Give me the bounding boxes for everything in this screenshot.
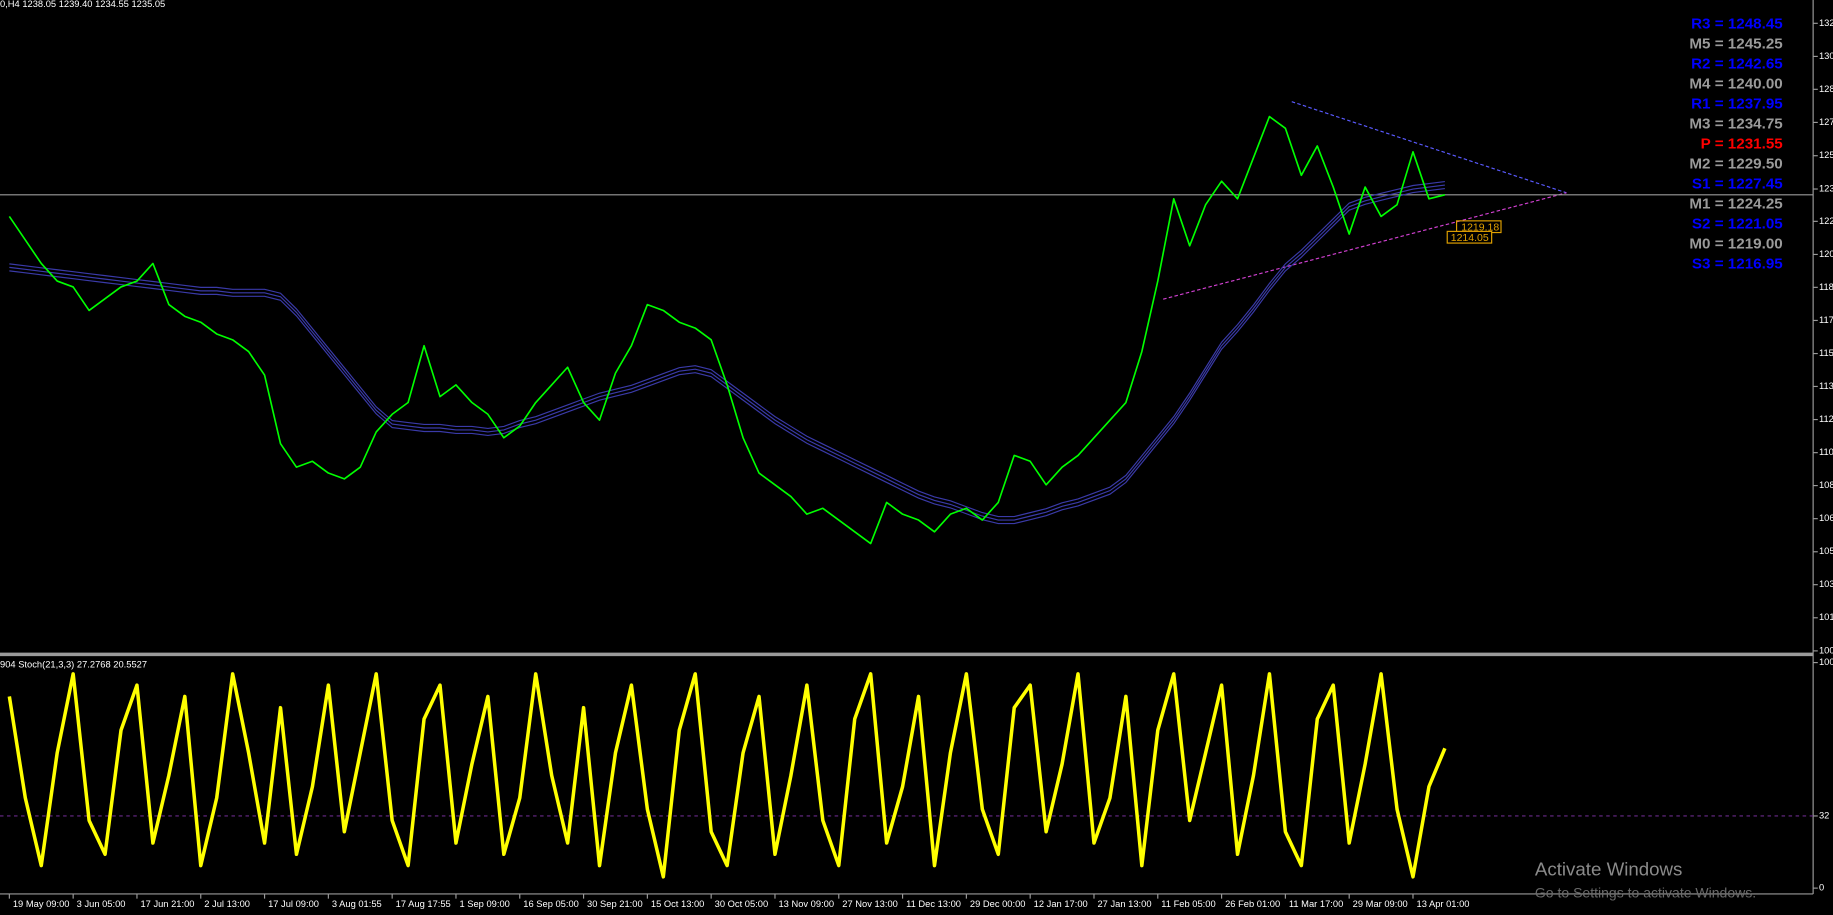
x-tick-label: 27 Jan 13:00: [1097, 899, 1151, 909]
x-tick-label: 12 Jan 17:00: [1034, 899, 1088, 909]
x-tick-label: 3 Jun 05:00: [77, 899, 126, 909]
x-tick-label: 11 Mar 17:00: [1289, 899, 1343, 909]
pivot-label: R1 = 1237.95: [1691, 95, 1783, 112]
x-tick-label: 11 Dec 13:00: [906, 899, 961, 909]
price-tag: [1446, 230, 1493, 244]
x-tick-label: 17 Jul 09:00: [268, 899, 319, 909]
y-tick-label: 108: [1819, 480, 1833, 490]
x-tick-label: 11 Feb 05:00: [1161, 899, 1215, 909]
x-tick-label: 29 Dec 00:00: [970, 899, 1026, 909]
moving-average: [9, 181, 1445, 518]
y-tick-label: 125: [1819, 150, 1833, 160]
y-tick-label: 117: [1819, 315, 1833, 325]
pivot-label: S1 = 1227.45: [1692, 175, 1783, 192]
x-tick-label: 15 Oct 13:00: [651, 899, 705, 909]
x-tick-label: 13 Apr 01:00: [1416, 899, 1469, 909]
x-tick-label: 27 Nov 13:00: [842, 899, 898, 909]
y-tick-label: 127: [1819, 117, 1833, 127]
y-tick-label: 118: [1819, 282, 1833, 292]
pivot-label: S2 = 1221.05: [1692, 215, 1783, 232]
y-tick-label: 106: [1819, 513, 1833, 523]
pivot-label: M5 = 1245.25: [1689, 36, 1783, 53]
y-tick-label: 122: [1819, 216, 1833, 226]
x-tick-label: 16 Sep 05:00: [523, 899, 579, 909]
chart-title: 0,H4 1238.05 1239.40 1234.55 1235.05: [0, 0, 165, 9]
y-tick-label: 100: [1819, 657, 1833, 667]
pivot-label: M1 = 1224.25: [1689, 195, 1783, 212]
x-tick-label: 19 May 09:00: [13, 899, 70, 909]
y-tick-label: 123: [1819, 183, 1833, 193]
x-tick-label: 2 Jul 13:00: [204, 899, 250, 909]
y-tick-label: 100: [1819, 645, 1833, 655]
x-tick-label: 17 Aug 17:55: [396, 899, 451, 909]
y-tick-label: 0: [1819, 883, 1824, 893]
watermark: Activate Windows: [1535, 859, 1683, 880]
x-tick-label: 1 Sep 09:00: [459, 899, 509, 909]
watermark: Go to Settings to activate Windows.: [1535, 885, 1756, 901]
x-tick-label: 17 Jun 21:00: [140, 899, 194, 909]
y-tick-label: 130: [1819, 51, 1833, 61]
y-tick-label: 120: [1819, 249, 1833, 259]
x-tick-label: 30 Oct 05:00: [715, 899, 769, 909]
price-tag-label: 1214.05: [1451, 232, 1489, 244]
x-tick-label: 3 Aug 01:55: [332, 899, 382, 909]
y-tick-label: 32: [1819, 810, 1829, 820]
y-tick-label: 110: [1819, 447, 1833, 457]
x-tick-label: 13 Nov 09:00: [778, 899, 834, 909]
y-tick-label: 115: [1819, 348, 1833, 358]
trend-line: [1163, 192, 1567, 300]
x-tick-label: 30 Sep 21:00: [587, 899, 643, 909]
x-tick-label: 29 Mar 09:00: [1353, 899, 1408, 909]
y-tick-label: 112: [1819, 414, 1833, 424]
price-tag-label: 1219.18: [1461, 222, 1499, 234]
price-line: [8, 115, 1446, 545]
pivot-label: R2 = 1242.65: [1691, 56, 1783, 73]
pivot-label: M4 = 1240.00: [1689, 76, 1782, 93]
y-tick-label: 128: [1819, 84, 1833, 94]
pivot-label: M2 = 1229.50: [1689, 155, 1782, 172]
y-tick-label: 105: [1819, 546, 1833, 556]
pivot-label: M3 = 1234.75: [1689, 115, 1783, 132]
y-tick-label: 103: [1819, 579, 1833, 589]
moving-average: [9, 188, 1445, 525]
y-tick-label: 132: [1819, 18, 1833, 28]
pivot-label: R3 = 1248.45: [1691, 16, 1783, 33]
pivot-label: S3 = 1216.95: [1692, 255, 1783, 272]
trend-line: [1291, 101, 1567, 194]
x-tick-label: 26 Feb 01:00: [1225, 899, 1280, 909]
y-tick-label: 113: [1819, 381, 1833, 391]
pivot-label: M0 = 1219.00: [1689, 235, 1782, 252]
y-tick-label: 101: [1819, 612, 1833, 622]
stochastic-line: [7, 672, 1447, 879]
indicator-title: 904 Stoch(21,3,3) 27.2768 20.5527: [0, 659, 147, 669]
pivot-label: P = 1231.55: [1701, 135, 1784, 152]
